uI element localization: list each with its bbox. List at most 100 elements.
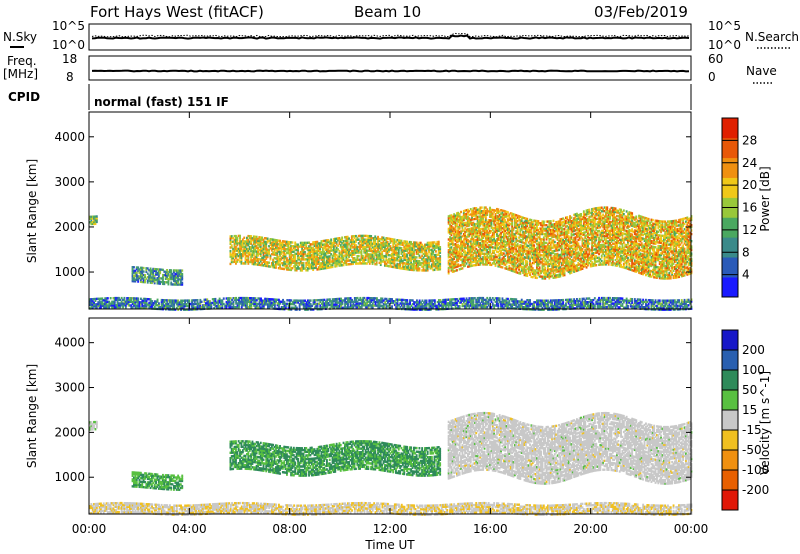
- echo-cell: [400, 252, 403, 255]
- echo-cell: [232, 240, 235, 243]
- echo-cell: [386, 240, 389, 244]
- echo-cell: [345, 235, 348, 239]
- echo-cell: [251, 237, 254, 240]
- echo-cell: [291, 245, 294, 248]
- echo-cell: [361, 254, 364, 258]
- echo-cell: [233, 234, 236, 238]
- echo-cell: [375, 255, 378, 259]
- echo-cell: [302, 250, 305, 254]
- echo-cell: [502, 252, 505, 255]
- echo-cell: [287, 262, 290, 266]
- echo-cell: [321, 243, 324, 247]
- echo-cell: [407, 262, 410, 266]
- echo-cell: [334, 263, 337, 266]
- echo-cell: [277, 259, 280, 263]
- echo-cell: [348, 250, 350, 253]
- echo-cell: [411, 243, 414, 246]
- echo-cell: [288, 253, 291, 257]
- echo-cell: [359, 234, 361, 238]
- echo-cell: [367, 240, 370, 243]
- echo-cell: [382, 254, 385, 258]
- echo-cell: [275, 242, 277, 246]
- echo-cell: [308, 247, 310, 250]
- echo-cell: [144, 281, 146, 284]
- echo-cell: [566, 216, 569, 219]
- echo-cell: [261, 251, 264, 254]
- echo-cell: [308, 258, 310, 261]
- echo-cell: [415, 243, 418, 246]
- echo-cell: [367, 238, 370, 241]
- echo-cell: [241, 240, 244, 243]
- echo-cell: [283, 260, 286, 263]
- echo-cell: [310, 256, 313, 259]
- echo-cell: [334, 254, 337, 257]
- echo-cell: [301, 252, 304, 256]
- echo-cell: [236, 249, 239, 252]
- echo-cell: [377, 250, 379, 253]
- echo-cell: [361, 245, 364, 249]
- echo-cell: [378, 237, 381, 241]
- echo-cell: [309, 263, 312, 266]
- echo-cell: [381, 254, 384, 258]
- echo-cell: [363, 256, 366, 260]
- echo-cell: [93, 220, 95, 224]
- echo-cell: [279, 243, 281, 246]
- echo-cell: [264, 242, 266, 245]
- echo-cell: [173, 276, 175, 279]
- echo-cell: [266, 254, 269, 257]
- echo-cell: [304, 250, 306, 254]
- echo-cell: [139, 273, 142, 276]
- echo-cell: [313, 250, 316, 253]
- echo-cell: [146, 279, 149, 282]
- echo-cell: [316, 242, 319, 245]
- echo-cell: [581, 248, 584, 251]
- echo-cell: [281, 267, 284, 271]
- echo-cell: [294, 254, 297, 257]
- echo-cell: [266, 248, 269, 251]
- echo-cell: [313, 253, 316, 257]
- echo-cell: [178, 283, 181, 286]
- echo-cell: [346, 252, 349, 255]
- echo-cell: [370, 253, 373, 256]
- echo-cell: [345, 259, 348, 263]
- echo-cell: [393, 258, 396, 262]
- echo-cell: [346, 244, 349, 248]
- echo-cell: [258, 245, 261, 248]
- echo-cell: [326, 239, 328, 242]
- echo-cell: [175, 271, 178, 274]
- echo-cell: [396, 255, 399, 258]
- echo-cell: [392, 251, 395, 254]
- echo-cell: [246, 242, 248, 245]
- echo-cell: [181, 281, 184, 285]
- echo-cell: [414, 259, 417, 263]
- echo-cell: [357, 245, 360, 249]
- echo-cell: [330, 253, 333, 256]
- echo-cell: [577, 242, 580, 245]
- echo-cell: [367, 256, 370, 260]
- echo-cell: [317, 266, 320, 269]
- echo-cell: [280, 249, 283, 252]
- echo-cell: [179, 283, 182, 286]
- echo-cell: [309, 250, 312, 254]
- echo-cell: [419, 247, 422, 250]
- echo-cell: [294, 258, 297, 261]
- echo-cell: [397, 264, 400, 268]
- echo-cell: [364, 242, 367, 245]
- echo-cell: [298, 258, 301, 261]
- echo-cell: [389, 257, 392, 261]
- echo-cell: [386, 246, 389, 249]
- echo-cell: [371, 260, 374, 264]
- echo-cell: [386, 259, 389, 262]
- echo-cell: [257, 252, 259, 255]
- echo-cell: [251, 259, 254, 262]
- echo-cell: [396, 257, 399, 260]
- echo-cell: [233, 247, 236, 251]
- echo-cell: [320, 263, 323, 267]
- echo-cell: [393, 240, 396, 243]
- echo-cell: [235, 260, 237, 263]
- echo-cell: [595, 264, 598, 267]
- echo-cell: [281, 251, 284, 254]
- echo-cell: [403, 249, 406, 252]
- echo-cell: [403, 265, 406, 269]
- echo-cell: [246, 244, 248, 247]
